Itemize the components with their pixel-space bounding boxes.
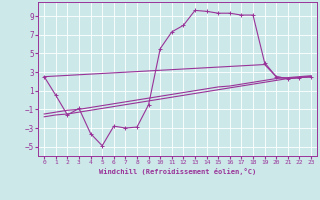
X-axis label: Windchill (Refroidissement éolien,°C): Windchill (Refroidissement éolien,°C)	[99, 168, 256, 175]
